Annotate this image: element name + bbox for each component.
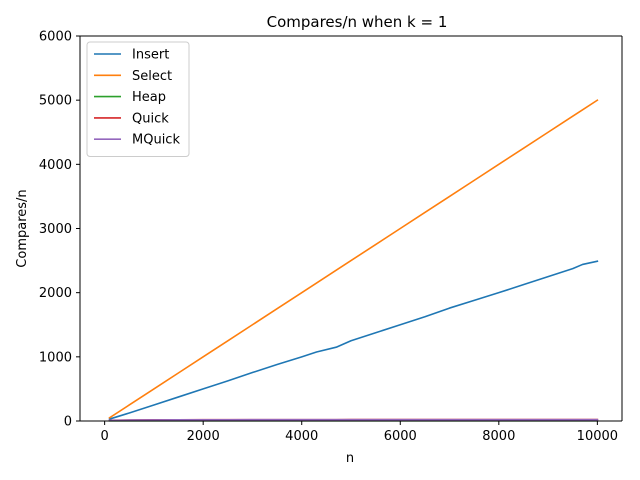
x-tick-label: 10000 xyxy=(577,429,618,444)
x-axis-label: n xyxy=(346,451,354,466)
legend-label-quick: Quick xyxy=(132,111,169,126)
legend-label-mquick: MQuick xyxy=(132,133,180,148)
x-tick-label: 8000 xyxy=(482,429,515,444)
chart-title: Compares/n when k = 1 xyxy=(267,13,448,31)
x-tick-label: 0 xyxy=(100,429,108,444)
y-tick-label: 6000 xyxy=(39,30,72,45)
y-tick-label: 0 xyxy=(64,415,72,430)
y-tick-label: 2000 xyxy=(39,286,72,301)
legend-box xyxy=(86,41,190,157)
series-line-mquick xyxy=(108,418,599,422)
series-line-insert xyxy=(108,260,599,421)
y-axis-label: Compares/n xyxy=(15,189,30,267)
x-tick-label: 6000 xyxy=(384,429,417,444)
legend-label-insert: Insert xyxy=(132,48,169,63)
legend-label-select: Select xyxy=(132,69,172,84)
x-tick-label: 2000 xyxy=(187,429,220,444)
legend: Insert Select Heap Quick MQuick xyxy=(86,41,190,157)
series-line-select xyxy=(108,99,599,419)
legend-label-heap: Heap xyxy=(132,90,166,105)
axes: 0 2000 4000 6000 8000 10000 0 1000 2000 3000 4000 5… xyxy=(39,30,623,444)
y-tick-label: 3000 xyxy=(39,222,72,237)
y-tick-label: 1000 xyxy=(39,350,72,365)
y-tick-label: 5000 xyxy=(39,94,72,109)
y-tick-label: 4000 xyxy=(39,158,72,173)
x-tick-label: 4000 xyxy=(285,429,318,444)
